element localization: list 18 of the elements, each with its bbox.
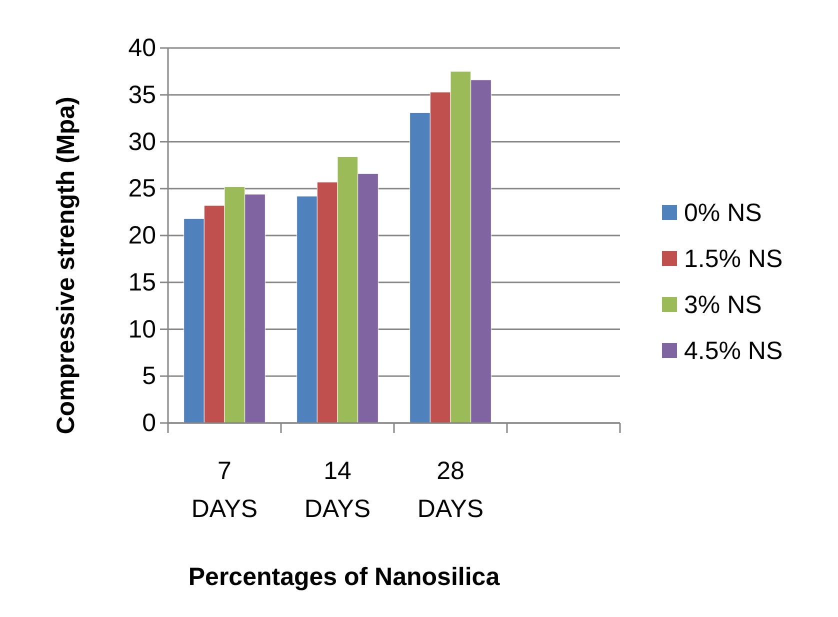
y-tick-label: 35	[128, 80, 156, 109]
y-axis-title: Compressive strength (Mpa)	[52, 96, 80, 434]
x-tick-label: 14 DAYS	[304, 457, 371, 523]
y-tick-label: 15	[128, 268, 156, 296]
y-tick-label: 30	[128, 128, 156, 156]
y-tick-label: 5	[142, 362, 156, 390]
y-tick-label: 20	[128, 222, 156, 250]
legend-label: 3% NS	[684, 290, 762, 319]
legend-label: 1.5% NS	[684, 244, 783, 273]
x-tick-label: 7 DAYS	[191, 457, 258, 523]
y-tick-label: 40	[128, 34, 156, 62]
legend-label: 4.5% NS	[684, 336, 783, 365]
y-tick-label: 0	[142, 409, 156, 437]
y-tick-label: 10	[128, 315, 156, 344]
x-tick-label: 28 DAYS	[417, 457, 484, 523]
legend-label: 0% NS	[684, 198, 762, 227]
x-axis-title: Percentages of Nanosilica	[188, 563, 501, 591]
y-tick-label: 25	[128, 174, 156, 203]
